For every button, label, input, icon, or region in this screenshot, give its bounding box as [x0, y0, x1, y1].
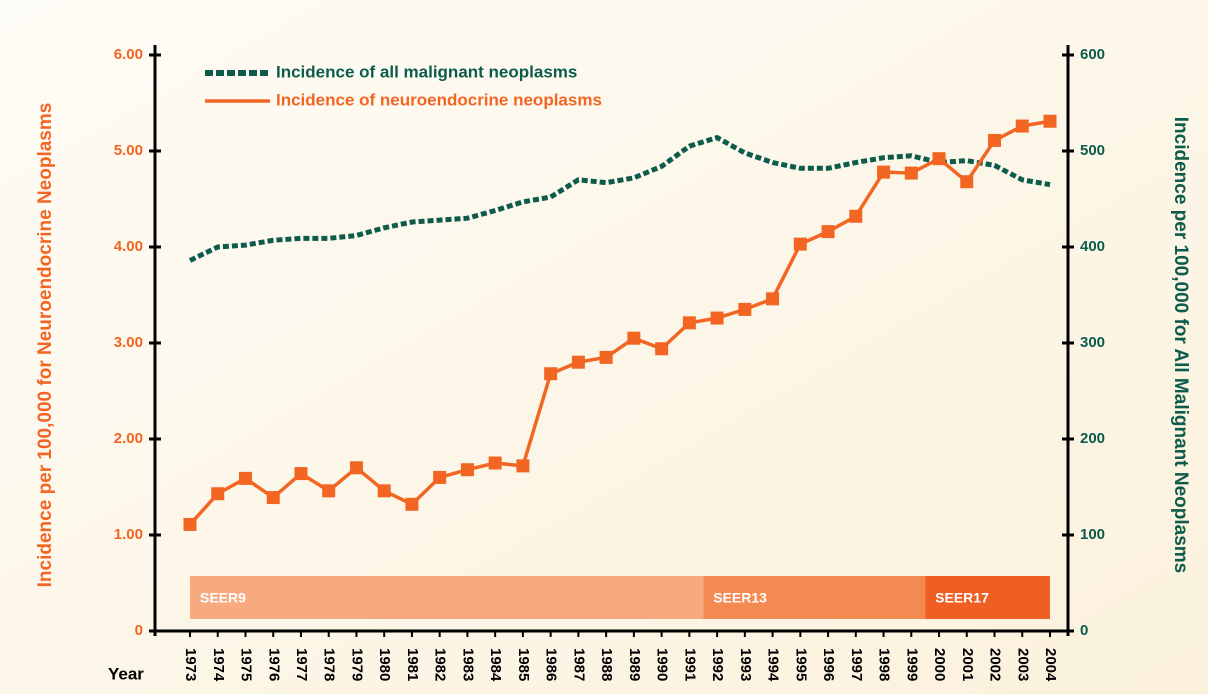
- x-tick-label: 1973: [182, 648, 199, 681]
- data-point: [544, 367, 558, 381]
- data-point: [238, 471, 252, 485]
- x-tick-label: 1999: [903, 648, 920, 681]
- x-tick-label: 1976: [265, 648, 282, 681]
- x-tick-label: 1995: [792, 648, 809, 681]
- x-tick-label: 1981: [404, 648, 421, 681]
- seer-band: [190, 576, 704, 619]
- data-point: [1015, 119, 1029, 133]
- data-point: [183, 517, 197, 531]
- x-tick-label: 2004: [1042, 648, 1059, 682]
- x-tick-label: 1988: [598, 648, 615, 681]
- data-point: [1043, 114, 1057, 128]
- data-point: [405, 497, 419, 511]
- legend-label: Incidence of all malignant neoplasms: [276, 62, 577, 81]
- y2-tick-label: 100: [1080, 526, 1105, 543]
- x-tick-label: 1974: [210, 648, 227, 682]
- x-tick-label: 2000: [931, 648, 948, 681]
- data-point: [516, 459, 530, 473]
- data-point: [627, 331, 641, 345]
- data-point: [294, 467, 308, 481]
- x-tick-label: 1985: [515, 648, 532, 681]
- y-axis-title: Incidence per 100,000 for Neuroendocrine…: [35, 103, 56, 588]
- legend-label: Incidence of neuroendocrine neoplasms: [276, 90, 602, 109]
- data-point: [988, 133, 1002, 147]
- x-tick-label: 1975: [238, 648, 255, 681]
- x-tick-label: 1990: [654, 648, 671, 681]
- y-tick-label: 5.00: [114, 142, 143, 159]
- x-tick-label: 1984: [487, 648, 504, 682]
- data-point: [877, 165, 891, 179]
- data-point: [488, 456, 502, 470]
- y-tick-label: 4.00: [114, 238, 143, 255]
- x-tick-label: 1982: [432, 648, 449, 681]
- data-point: [599, 350, 613, 364]
- y-tick-label: 1.00: [114, 526, 143, 543]
- x-tick-label: 1993: [737, 648, 754, 681]
- x-tick-label: 1992: [709, 648, 726, 681]
- y2-tick-label: 500: [1080, 142, 1105, 159]
- x-tick-label: 1977: [293, 648, 310, 681]
- x-tick-label: 1994: [765, 648, 782, 682]
- y-tick-label: 0: [135, 622, 143, 639]
- data-point: [960, 175, 974, 189]
- data-point: [655, 342, 669, 356]
- data-point: [349, 461, 363, 475]
- data-point: [460, 463, 474, 477]
- x-tick-label: 1989: [626, 648, 643, 681]
- seer-band: [703, 576, 926, 619]
- x-tick-label: 1996: [820, 648, 837, 681]
- data-point: [433, 470, 447, 484]
- data-point: [377, 484, 391, 498]
- y2-tick-label: 400: [1080, 238, 1105, 255]
- y2-axis-title: Incidence per 100,000 for All Malignant …: [1170, 117, 1191, 574]
- x-tick-label: 1983: [459, 648, 476, 681]
- y2-tick-label: 600: [1080, 46, 1105, 63]
- x-axis-title: Year: [108, 664, 144, 683]
- data-point: [849, 209, 863, 223]
- band-label: SEER17: [935, 590, 989, 606]
- data-point: [932, 152, 946, 166]
- x-tick-label: 2003: [1014, 648, 1031, 681]
- y2-tick-label: 0: [1080, 622, 1088, 639]
- x-tick-label: 1991: [681, 648, 698, 681]
- series-line: [188, 134, 1051, 263]
- data-point: [904, 166, 918, 180]
- data-point: [571, 355, 585, 369]
- seer-band: [925, 576, 1050, 619]
- x-tick-label: 2001: [959, 648, 976, 681]
- y2-tick-label: 300: [1080, 334, 1105, 351]
- data-point: [766, 292, 780, 306]
- data-point: [682, 316, 696, 330]
- x-tick-label: 1980: [376, 648, 393, 681]
- data-point: [710, 311, 724, 325]
- y2-tick-label: 200: [1080, 430, 1105, 447]
- x-tick-label: 1979: [348, 648, 365, 681]
- x-tick-label: 1986: [543, 648, 560, 681]
- data-point: [793, 237, 807, 251]
- x-tick-label: 2002: [987, 648, 1004, 681]
- x-tick-label: 1978: [321, 648, 338, 681]
- band-label: SEER9: [200, 590, 246, 606]
- band-label: SEER13: [713, 590, 767, 606]
- y-tick-label: 6.00: [114, 46, 143, 63]
- x-tick-label: 1998: [876, 648, 893, 681]
- data-point: [266, 491, 280, 505]
- data-point: [821, 225, 835, 239]
- y-tick-label: 3.00: [114, 334, 143, 351]
- data-point: [322, 484, 336, 498]
- y-tick-label: 2.00: [114, 430, 143, 447]
- data-point: [738, 302, 752, 316]
- data-point: [211, 487, 225, 501]
- x-tick-label: 1997: [848, 648, 865, 681]
- x-tick-label: 1987: [570, 648, 587, 681]
